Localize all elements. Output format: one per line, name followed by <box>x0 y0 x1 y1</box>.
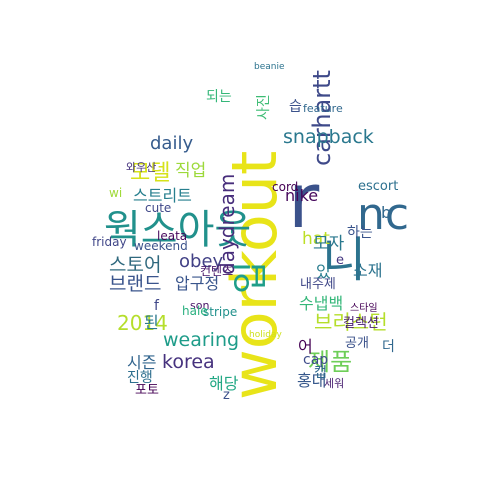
cloud-word: cap <box>303 352 329 368</box>
cloud-word: friday <box>92 235 127 249</box>
cloud-word: 사진 <box>256 94 272 120</box>
cloud-word: cute <box>145 201 172 215</box>
cloud-word: wearing <box>163 329 240 351</box>
cloud-word: carhartt <box>308 70 336 166</box>
cloud-word: 브랜드 <box>109 273 162 295</box>
cloud-word: 어 <box>298 337 313 356</box>
cloud-word: b <box>381 203 392 222</box>
cloud-word: 세워 <box>324 377 345 390</box>
cloud-word: 웍스아웃 <box>104 207 252 253</box>
cloud-word: 공개 <box>345 336 369 351</box>
cloud-word: 브리스턴 <box>314 310 388 334</box>
cloud-word: 포토 <box>135 383 159 398</box>
cloud-word: z <box>223 388 230 403</box>
cloud-word: nike <box>285 186 319 205</box>
cloud-word: 되는 <box>206 89 232 105</box>
cloud-word: 모델 <box>130 161 171 186</box>
cloud-word: son <box>190 299 210 312</box>
cloud-word: 2014 <box>117 311 168 335</box>
cloud-word: 습 <box>289 99 302 115</box>
cloud-word: 진행 <box>127 370 153 386</box>
cloud-word: 수냅백 <box>299 294 344 313</box>
cloud-word: r <box>288 156 320 245</box>
cloud-word: 컨텐츠 <box>200 264 234 278</box>
cloud-word: escort <box>358 179 399 194</box>
cloud-word: korea <box>162 351 215 373</box>
cloud-word: 소재 <box>353 261 383 280</box>
cloud-word: 스타일 <box>350 303 378 314</box>
cloud-word: 스토어 <box>109 254 162 276</box>
cloud-word: 캡 <box>314 365 327 381</box>
cloud-word: nc <box>357 189 410 240</box>
cloud-word: weekend <box>134 239 188 253</box>
cloud-word: feature <box>303 102 343 115</box>
cloud-word: stripe <box>203 305 238 319</box>
cloud-word: leata <box>157 229 188 243</box>
cloud-word: e <box>336 253 344 268</box>
cloud-word: 스트리트 <box>133 186 192 205</box>
cloud-word: obey <box>179 251 224 272</box>
cloud-word: 홍대 <box>297 371 327 390</box>
cloud-word: holiday <box>249 330 282 340</box>
cloud-word: 시즌 <box>127 353 157 372</box>
cloud-word: beanie <box>254 62 285 72</box>
cloud-word: cord <box>272 180 299 194</box>
cloud-word: hale <box>182 304 208 318</box>
cloud-word: daily <box>150 133 194 154</box>
cloud-word: f <box>154 298 159 314</box>
cloud-word: 직업 <box>175 161 207 181</box>
cloud-word: wi <box>109 186 123 200</box>
cloud-word: 모자 <box>313 234 345 254</box>
cloud-word: snapback <box>283 126 374 148</box>
cloud-word: 내주제 <box>300 277 336 292</box>
cloud-word: hat <box>302 229 330 249</box>
cloud-word: 된 <box>144 313 159 332</box>
cloud-word: 해당 <box>209 374 239 393</box>
cloud-word: 제품 <box>308 348 353 376</box>
cloud-word: 압구정 <box>175 274 220 293</box>
cloud-word: 컬렉션 <box>343 316 379 331</box>
cloud-word: 하는 <box>347 225 373 241</box>
cloud-word: 더 <box>382 339 395 355</box>
cloud-word: 니 <box>322 232 367 288</box>
cloud-word: 와우산 <box>126 161 157 174</box>
cloud-word: 있 <box>316 262 331 281</box>
